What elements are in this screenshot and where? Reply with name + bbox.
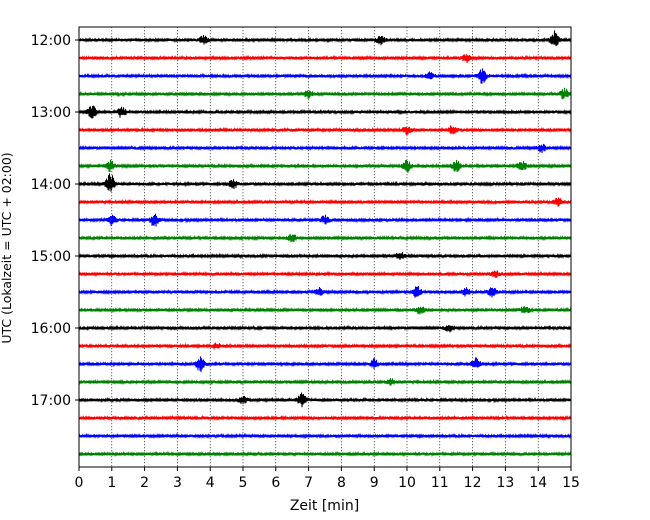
x-tick-label: 15 [562,475,580,491]
axes: 0 1 2 3 4 5 6 7 8 9 10 11 12 13 14 1512:0013:0014:0015:… [31,26,580,491]
x-tick-label: 12 [464,475,482,491]
x-tick-label: 13 [496,475,514,491]
trace-line [78,197,572,207]
x-tick-label: 3 [173,475,182,491]
x-tick-label: 11 [431,475,449,491]
x-tick-label: 8 [337,475,346,491]
trace-line [78,54,572,64]
trace-line [78,87,572,100]
x-tick-label: 14 [529,475,547,491]
trace-line [78,324,572,333]
trace-line [78,105,572,119]
y-tick-label: 17:00 [31,393,71,409]
trace-line [78,286,572,298]
x-tick-label: 1 [107,475,116,491]
trace-line [78,143,572,154]
trace-line [78,252,572,260]
x-tick-label: 10 [398,475,416,491]
trace-line [78,125,572,136]
trace-line [78,392,572,408]
y-tick-label: 14:00 [31,177,71,193]
x-tick-label: 4 [206,475,215,491]
y-tick-label: 15:00 [31,249,71,265]
x-tick-label: 2 [140,475,149,491]
trace-line [78,342,572,350]
trace-line [78,270,572,278]
trace-line [78,213,572,227]
trace-line [78,30,572,47]
x-tick-label: 7 [304,475,313,491]
trace-line [78,356,572,373]
trace-line [78,450,572,458]
x-tick-label: 9 [370,475,379,491]
x-tick-label: 5 [239,475,248,491]
x-tick-label: 6 [271,475,280,491]
trace-line [78,159,572,173]
trace-line [78,432,572,440]
y-tick-label: 12:00 [31,33,71,49]
y-tick-label: 16:00 [31,321,71,337]
x-axis-label: Zeit [min] [290,498,359,514]
trace-line [78,173,572,192]
trace-line [78,306,572,315]
plot-area [78,27,572,467]
trace-line [78,378,572,386]
y-tick-label: 13:00 [31,105,71,121]
trace-line [78,234,572,243]
plot-frame [78,26,572,468]
x-tick-label: 0 [75,475,84,491]
trace-line [78,414,572,422]
trace-line [78,68,572,84]
y-axis-label: UTC (Lokalzeit = UTC + 02:00) [0,152,14,343]
